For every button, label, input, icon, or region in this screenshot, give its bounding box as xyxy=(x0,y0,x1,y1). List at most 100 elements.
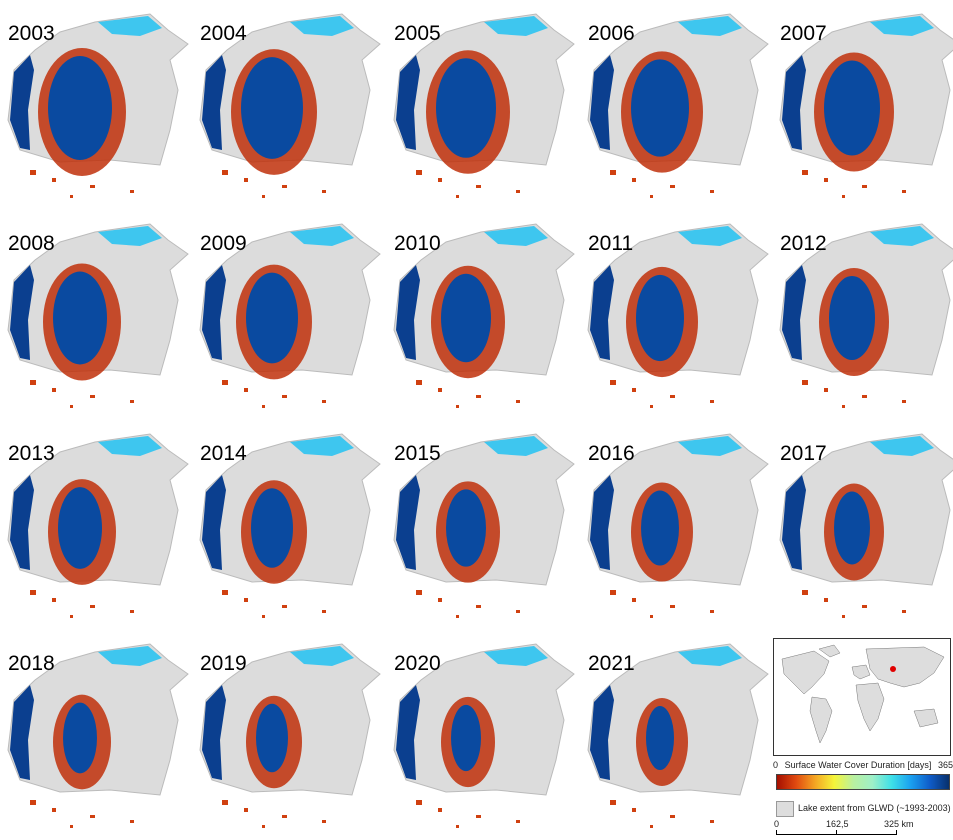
year-label: 2019 xyxy=(200,652,247,675)
eastern-basin xyxy=(256,703,288,773)
western-basin xyxy=(10,685,34,780)
year-label: 2017 xyxy=(780,442,827,465)
map-panel-2012: 2012 xyxy=(772,210,953,420)
northern-lake xyxy=(484,646,548,666)
map-panel-2010: 2010 xyxy=(386,210,576,420)
northern-lake xyxy=(290,436,354,456)
map-panel-2016: 2016 xyxy=(580,420,770,630)
eastern-basin xyxy=(48,56,112,160)
location-marker xyxy=(890,666,896,672)
year-label: 2013 xyxy=(8,442,55,465)
northern-lake xyxy=(290,646,354,666)
eastern-basin xyxy=(251,488,293,568)
northern-lake xyxy=(290,226,354,246)
western-basin xyxy=(782,265,806,360)
western-basin xyxy=(590,475,614,570)
map-panel-2005: 2005 xyxy=(386,0,576,210)
map-panel-2013: 2013 xyxy=(0,420,190,630)
western-basin xyxy=(590,55,614,150)
northern-lake xyxy=(484,226,548,246)
year-label: 2021 xyxy=(588,652,635,675)
lake-extent-swatch xyxy=(776,801,794,817)
northern-lake xyxy=(98,226,162,246)
northern-lake xyxy=(678,226,742,246)
year-label: 2009 xyxy=(200,232,247,255)
year-label: 2011 xyxy=(588,232,634,255)
year-label: 2014 xyxy=(200,442,247,465)
northern-lake xyxy=(870,226,934,246)
year-label: 2003 xyxy=(8,22,55,45)
northern-lake xyxy=(484,16,548,36)
eastern-basin xyxy=(834,491,870,565)
year-label: 2018 xyxy=(8,652,55,675)
colorbar-title: Surface Water Cover Duration [days] xyxy=(784,760,932,770)
map-panel-2011: 2011 xyxy=(580,210,770,420)
eastern-basin xyxy=(436,58,496,158)
map-panel-2021: 2021 xyxy=(580,630,770,840)
map-panel-2007: 2007 xyxy=(772,0,953,210)
eastern-basin xyxy=(641,490,679,566)
western-basin xyxy=(782,475,806,570)
northern-lake xyxy=(678,16,742,36)
northern-lake xyxy=(484,436,548,456)
western-basin xyxy=(396,265,420,360)
lake-extent-label: Lake extent from GLWD (~1993-2003) xyxy=(798,803,951,813)
eastern-basin xyxy=(53,271,107,365)
world-locator-map xyxy=(773,638,951,756)
western-basin xyxy=(590,265,614,360)
scale-bar: 0 162,5 325 km xyxy=(774,819,916,839)
western-basin xyxy=(202,265,226,360)
year-label: 2016 xyxy=(588,442,635,465)
eastern-basin xyxy=(636,274,684,362)
eastern-basin xyxy=(246,272,298,364)
western-basin xyxy=(202,475,226,570)
map-panel-2003: 2003 xyxy=(0,0,190,210)
western-basin xyxy=(10,55,34,150)
western-basin xyxy=(10,475,34,570)
map-panel-2006: 2006 xyxy=(580,0,770,210)
eastern-basin xyxy=(824,60,880,156)
scale-label-mid: 162,5 xyxy=(826,819,849,829)
western-basin xyxy=(396,55,420,150)
eastern-basin xyxy=(631,59,689,157)
eastern-basin xyxy=(646,706,674,770)
western-basin xyxy=(10,265,34,360)
colorbar-min: 0 xyxy=(773,760,779,770)
eastern-basin xyxy=(446,489,486,567)
map-panel-2020: 2020 xyxy=(386,630,576,840)
northern-lake xyxy=(290,16,354,36)
map-panel-2019: 2019 xyxy=(192,630,382,840)
map-panel-2009: 2009 xyxy=(192,210,382,420)
map-panel-2014: 2014 xyxy=(192,420,382,630)
northern-lake xyxy=(678,646,742,666)
western-basin xyxy=(782,55,806,150)
northern-lake xyxy=(678,436,742,456)
western-basin xyxy=(396,475,420,570)
colorbar xyxy=(776,774,950,790)
eastern-basin xyxy=(63,702,97,774)
map-panel-2008: 2008 xyxy=(0,210,190,420)
year-label: 2012 xyxy=(780,232,827,255)
year-label: 2010 xyxy=(394,232,441,255)
eastern-basin xyxy=(829,276,875,360)
year-label: 2005 xyxy=(394,22,441,45)
northern-lake xyxy=(98,16,162,36)
map-panel-2004: 2004 xyxy=(192,0,382,210)
eastern-basin xyxy=(241,57,303,159)
northern-lake xyxy=(870,16,934,36)
eastern-basin xyxy=(441,273,491,363)
map-panel-2017: 2017 xyxy=(772,420,953,630)
scale-label-max: 325 km xyxy=(884,819,914,829)
northern-lake xyxy=(98,436,162,456)
northern-lake xyxy=(98,646,162,666)
eastern-basin xyxy=(451,704,481,772)
northern-lake xyxy=(870,436,934,456)
colorbar-max: 365 xyxy=(937,760,953,770)
scale-label-0: 0 xyxy=(774,819,780,829)
map-panel-2018: 2018 xyxy=(0,630,190,840)
western-basin xyxy=(202,685,226,780)
year-label: 2004 xyxy=(200,22,247,45)
western-basin xyxy=(590,685,614,780)
western-basin xyxy=(202,55,226,150)
